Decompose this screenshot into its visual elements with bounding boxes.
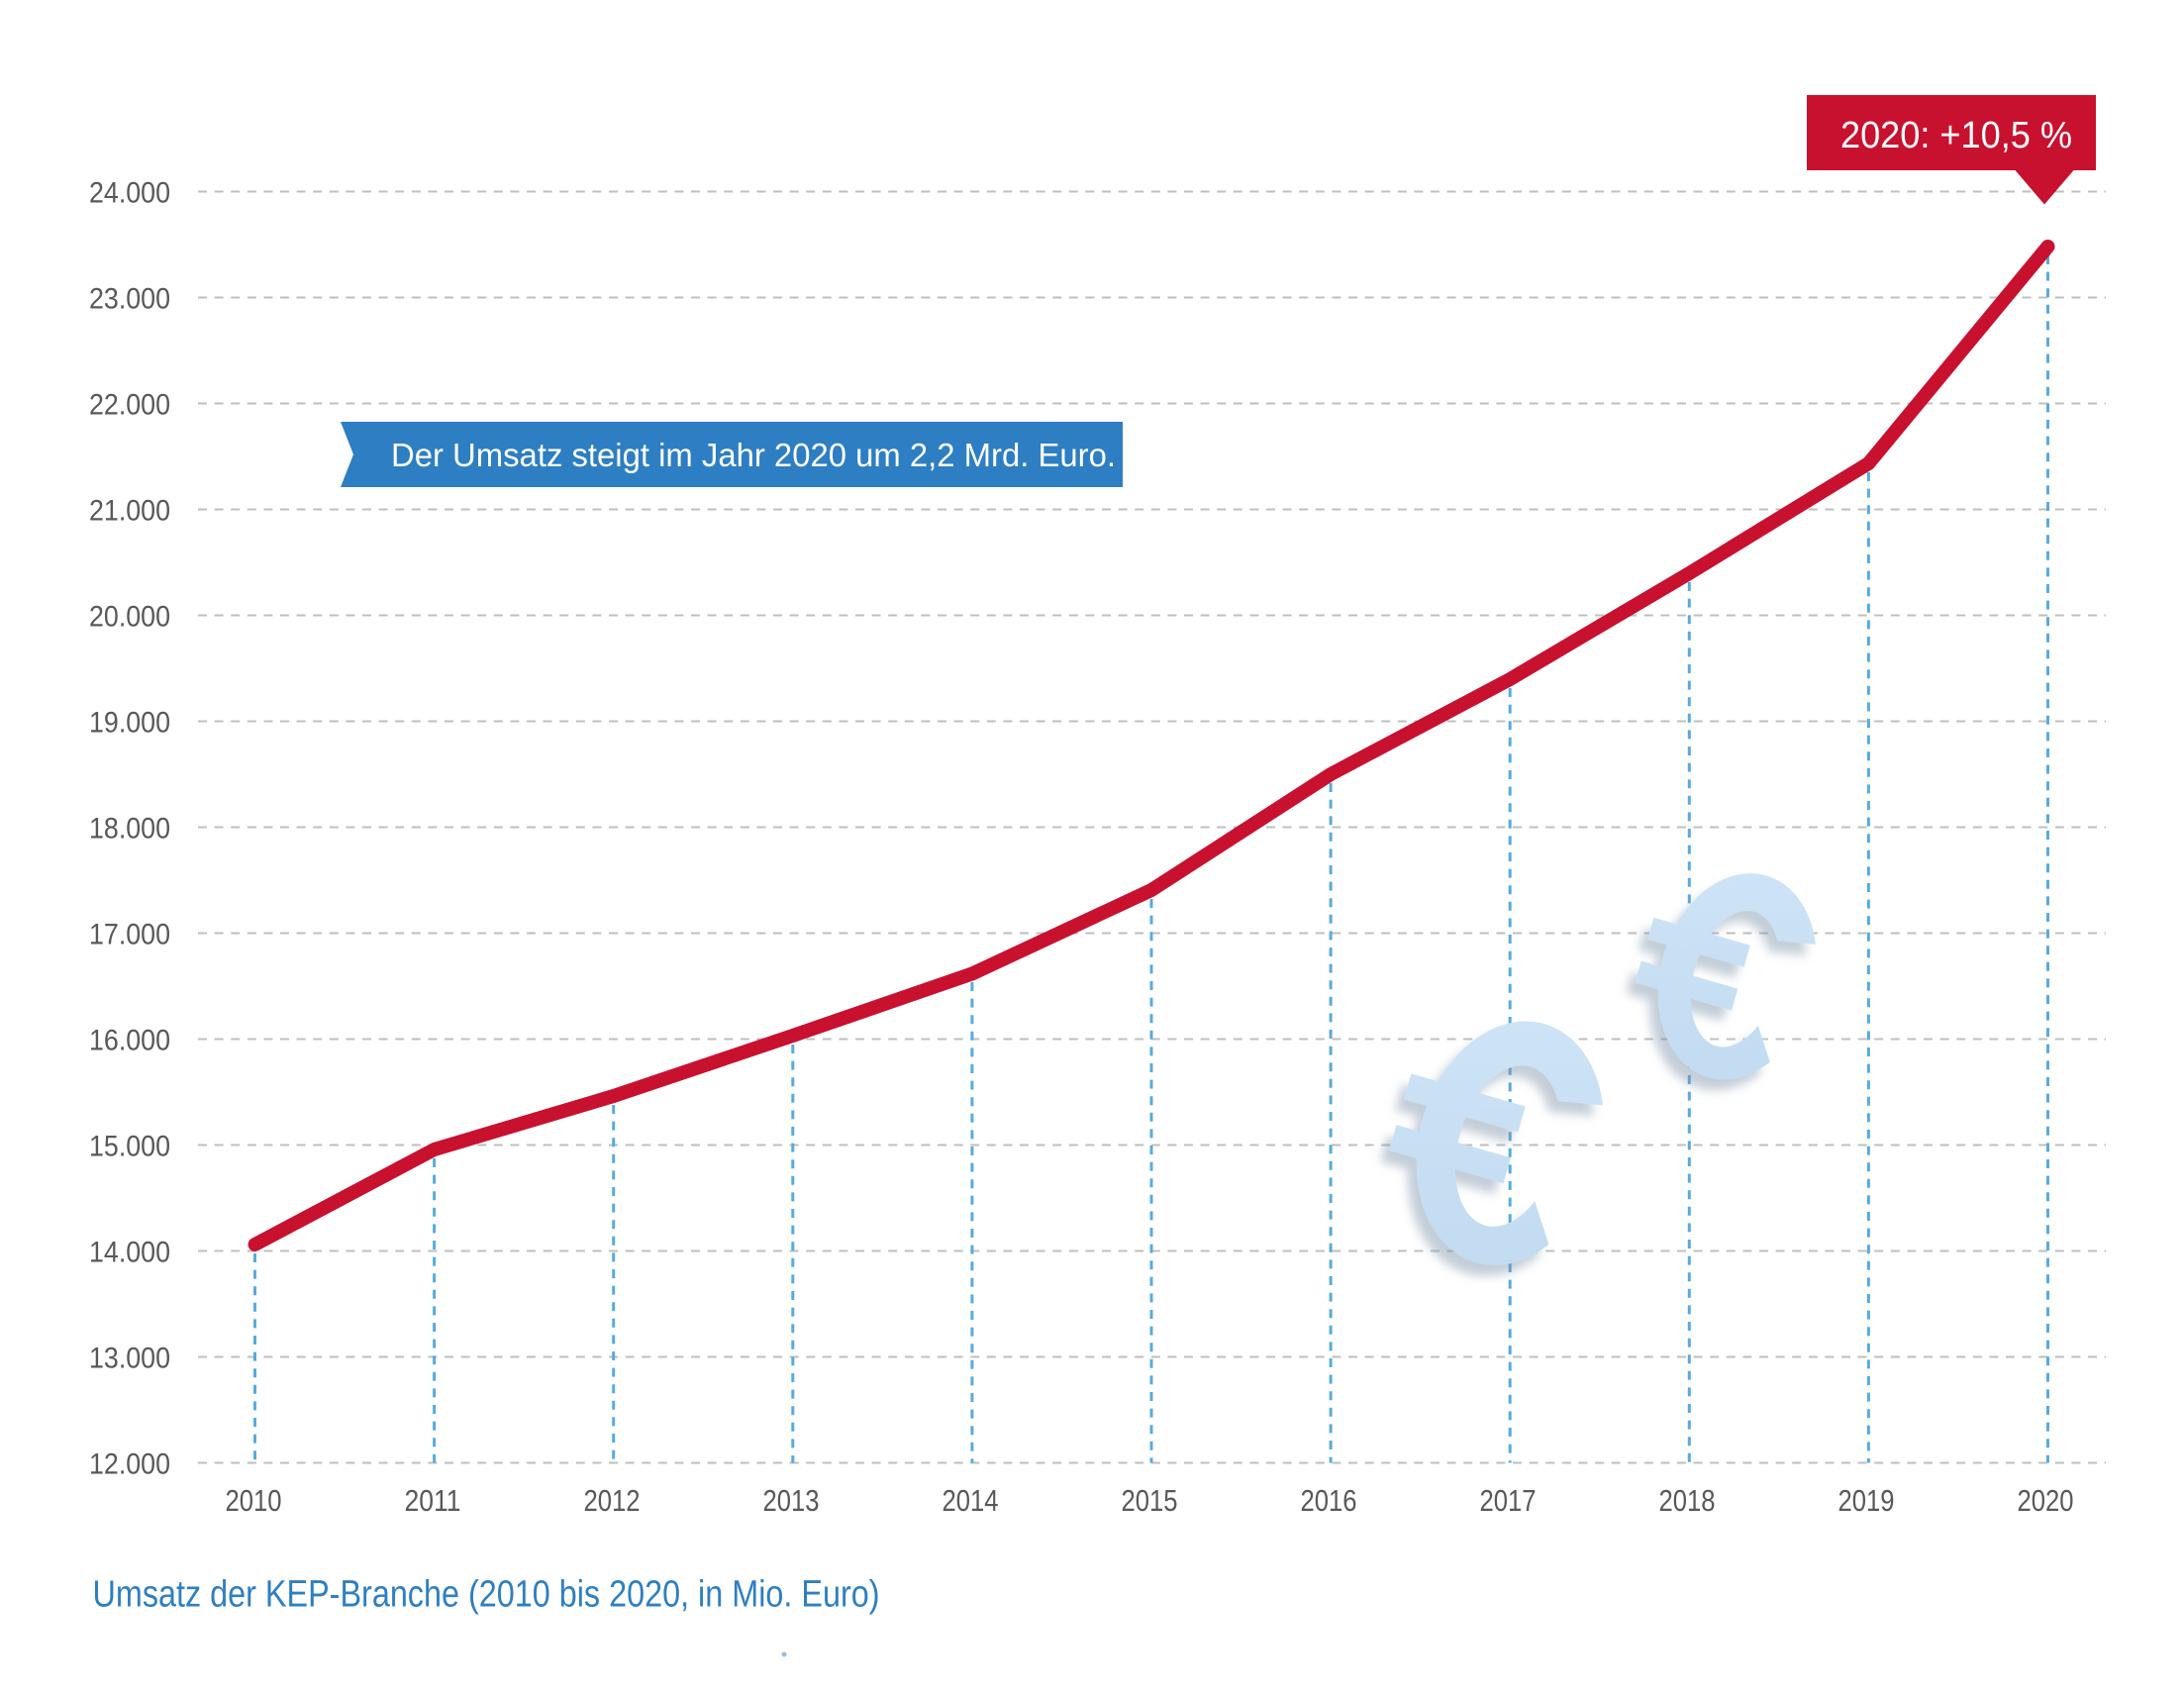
svg-text:2011: 2011 (405, 1483, 461, 1518)
svg-text:2020: 2020 (2018, 1483, 2074, 1518)
svg-text:14.000: 14.000 (89, 1237, 170, 1269)
svg-text:12.000: 12.000 (89, 1448, 170, 1481)
svg-text:Der Umsatz steigt im Jahr 2020: Der Umsatz steigt im Jahr 2020 um 2,2 Mr… (391, 437, 1116, 473)
svg-text:2018: 2018 (1659, 1483, 1716, 1518)
svg-text:2015: 2015 (1122, 1483, 1178, 1518)
svg-text:24.000: 24.000 (89, 177, 170, 210)
svg-text:16.000: 16.000 (89, 1025, 170, 1057)
svg-text:2020: +10,5 %: 2020: +10,5 % (1840, 115, 2072, 156)
svg-text:15.000: 15.000 (89, 1131, 170, 1163)
svg-text:23.000: 23.000 (89, 283, 170, 316)
svg-text:2016: 2016 (1301, 1483, 1357, 1518)
svg-text:2012: 2012 (584, 1483, 641, 1518)
svg-text:21.000: 21.000 (89, 495, 170, 528)
svg-text:17.000: 17.000 (89, 919, 170, 951)
svg-text:20.000: 20.000 (89, 601, 170, 634)
svg-text:18.000: 18.000 (89, 813, 170, 846)
svg-text:22.000: 22.000 (89, 389, 170, 422)
svg-text:2019: 2019 (1838, 1483, 1895, 1518)
svg-text:2017: 2017 (1480, 1483, 1537, 1518)
svg-text:2014: 2014 (943, 1483, 999, 1518)
svg-text:2010: 2010 (226, 1483, 282, 1518)
svg-text:2013: 2013 (763, 1483, 820, 1518)
svg-text:13.000: 13.000 (89, 1343, 170, 1375)
svg-text:19.000: 19.000 (89, 707, 170, 740)
svg-text:Umsatz der KEP-Branche (2010 b: Umsatz der KEP-Branche (2010 bis 2020, i… (93, 1574, 880, 1616)
